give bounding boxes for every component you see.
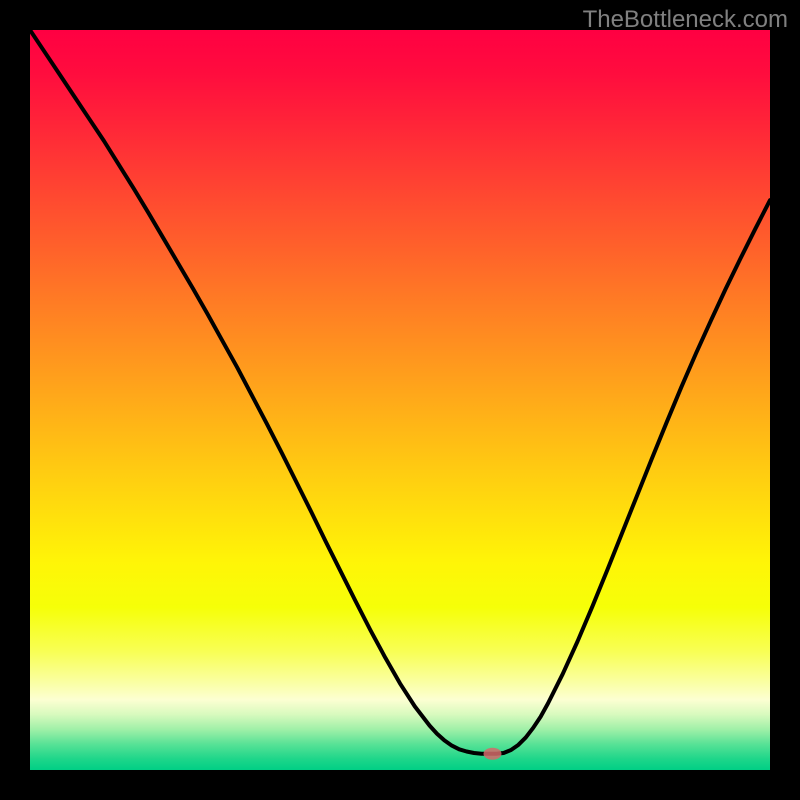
optimal-marker-icon — [484, 748, 502, 760]
attribution-label: TheBottleneck.com — [583, 6, 788, 34]
gradient-plot-area — [30, 30, 770, 770]
chart-svg — [0, 0, 800, 800]
bottleneck-chart: TheBottleneck.com — [0, 0, 800, 800]
